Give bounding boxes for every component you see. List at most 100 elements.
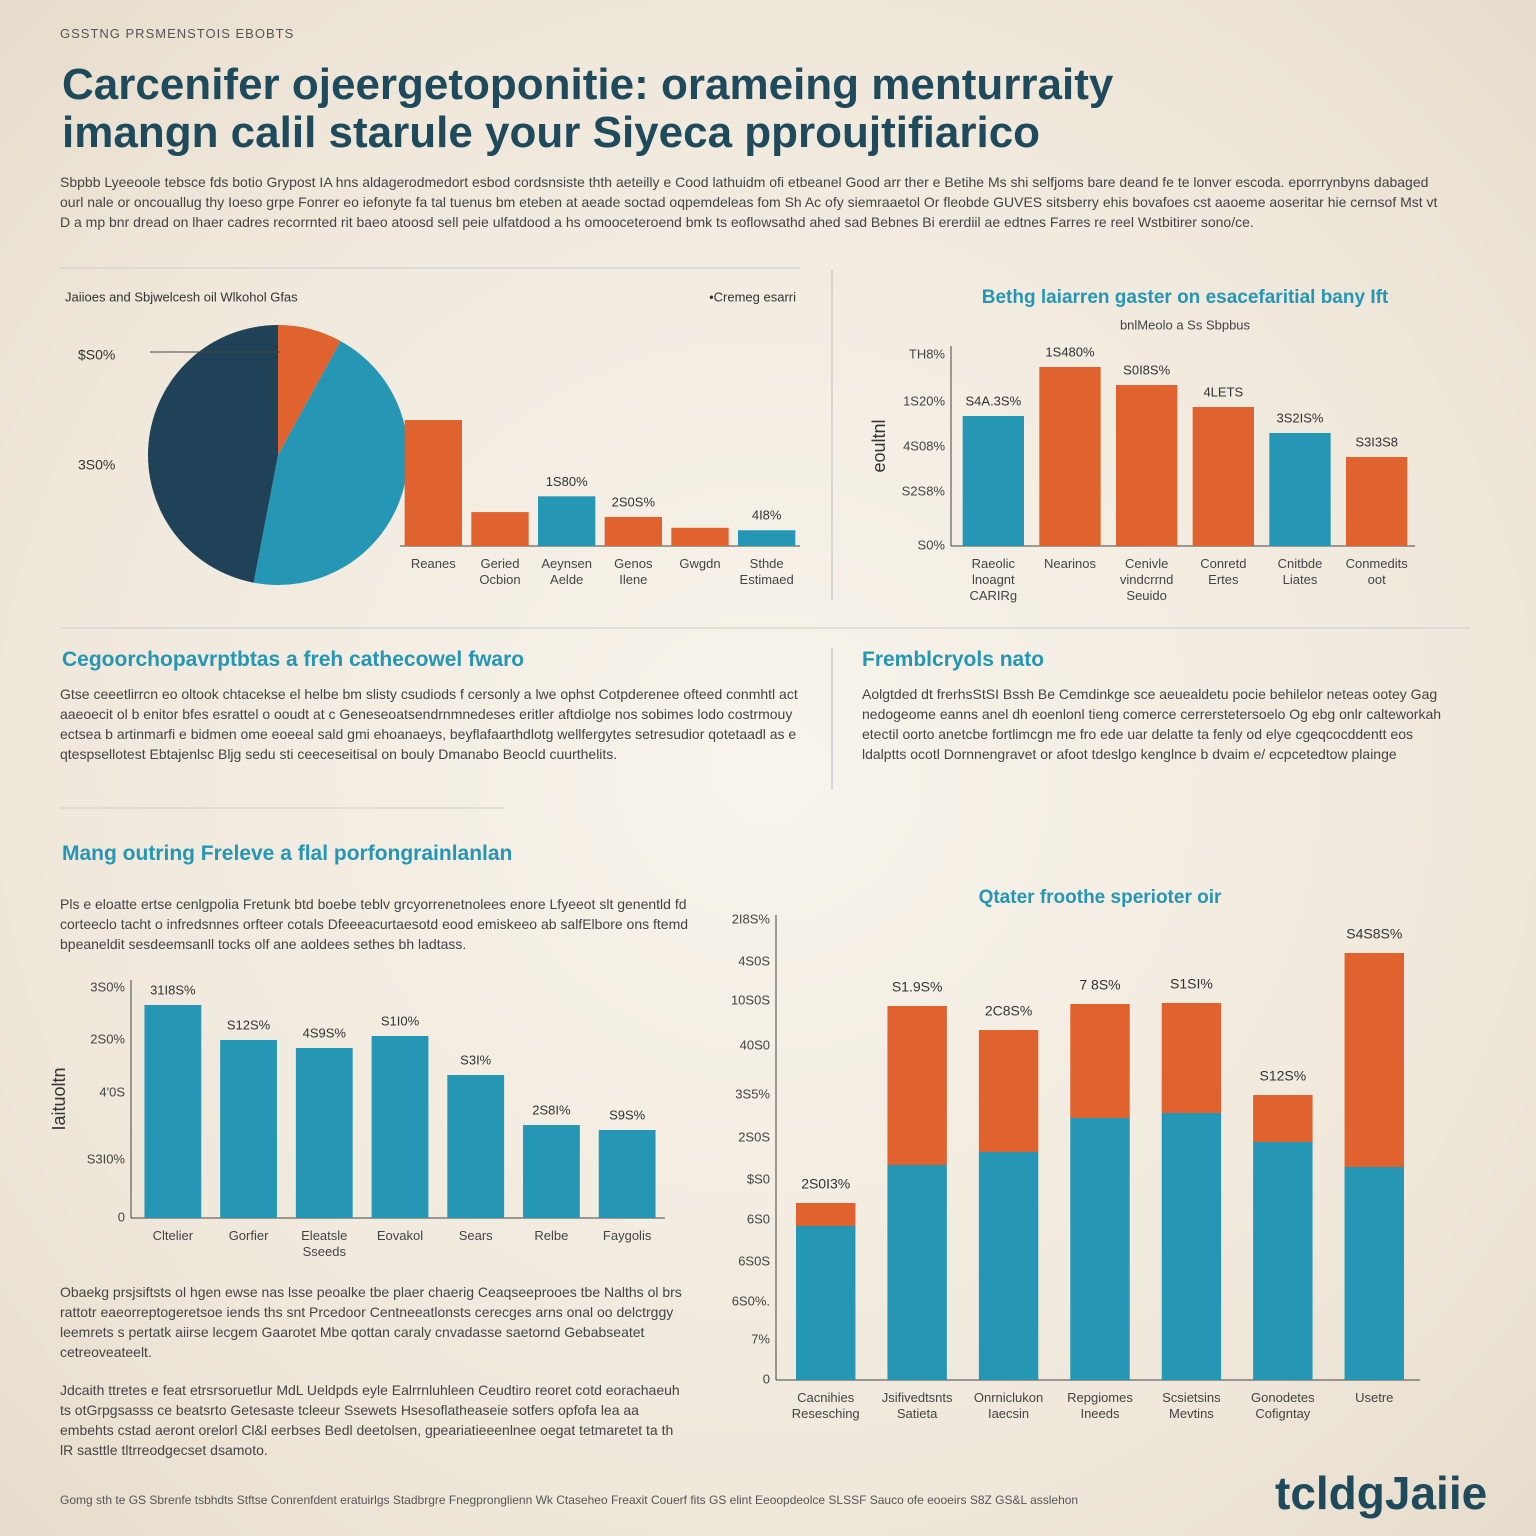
value-label: 7 8S%	[1079, 977, 1120, 993]
y-tick-label: 10S0S	[731, 992, 770, 1007]
bar	[471, 512, 529, 546]
section-text: Gtse ceeetlirrcn eo oltook chtacekse el …	[60, 686, 798, 762]
y-tick-label: TH8%	[909, 346, 946, 361]
x-tick-label: Gwgdn	[679, 556, 721, 571]
y-tick-label: 4'0S	[99, 1084, 125, 1099]
y-tick-label: 7%	[751, 1331, 770, 1346]
x-tick-label: Nearinos	[1043, 556, 1096, 571]
bar	[1192, 407, 1254, 546]
bar	[738, 530, 796, 546]
y-tick-label: $S0	[747, 1171, 770, 1186]
bar	[144, 1005, 202, 1218]
title: imangn calil starule your Siyeca pproujt…	[62, 108, 1041, 157]
top-tag: GSSTNG PRSMENSTOIS EBOBTS	[60, 26, 295, 41]
value-label: S3I3S8	[1355, 434, 1398, 449]
bar	[371, 1036, 429, 1218]
y-tick-label: 2S0%	[90, 1031, 125, 1046]
annotation: 3S0%	[78, 457, 115, 473]
y-tick-label: S3I0%	[87, 1151, 126, 1166]
value-label: 3S2IS%	[1277, 410, 1324, 425]
bar-segment	[1070, 1004, 1130, 1118]
bar-segment	[887, 1165, 947, 1380]
bar	[604, 516, 662, 546]
footer: Gomg sth te GS Sbrenfe tsbhdts Stftse Co…	[60, 1493, 1079, 1507]
value-label: 31I8S%	[150, 982, 196, 997]
x-tick-label: Reanes	[410, 556, 456, 571]
value-label: 1S80%	[546, 474, 588, 489]
legend-entry: •Cremeg esarri	[709, 289, 796, 304]
note: Obaekg prsjsiftsts ol hgen ewse nas lsse…	[60, 1284, 682, 1360]
bar	[447, 1075, 505, 1218]
x-tick-label: Gonodetes Cofigntay	[1251, 1390, 1315, 1421]
x-tick-label: Onrniclukon Iaecsin	[973, 1390, 1044, 1421]
y-axis-label: Iaituoltn	[49, 1067, 69, 1130]
section-text: Aolgtded dt frerhsStSI Bssh Be Cemdinkge…	[862, 686, 1442, 762]
chart-title: Qtater froothe sperioter oir	[979, 887, 1222, 908]
value-label: 2S8I%	[532, 1102, 571, 1117]
bar	[1039, 367, 1101, 546]
bar	[404, 420, 462, 546]
bar	[295, 1048, 353, 1218]
pie-slice	[253, 341, 408, 585]
bar-segment	[887, 1006, 947, 1165]
x-tick-label: Usetre	[1355, 1390, 1394, 1405]
x-tick-label: Conretd Ertes	[1200, 556, 1247, 587]
value-label: 2S0S%	[612, 494, 656, 509]
y-tick-label: 1S20%	[903, 393, 945, 408]
y-tick-label: 2I8S%	[732, 911, 771, 926]
value-label: S9S%	[609, 1107, 646, 1122]
x-tick-label: Faygolis	[602, 1228, 652, 1243]
bar-segment	[796, 1203, 856, 1226]
value-label: S1I0%	[381, 1013, 420, 1028]
pie-slice	[148, 325, 278, 583]
bar-segment	[978, 1030, 1039, 1152]
y-tick-label: 3S0%	[90, 979, 125, 994]
x-tick-label: Sears	[458, 1228, 493, 1243]
y-tick-label: 40S0	[740, 1037, 770, 1052]
bar	[1269, 433, 1331, 546]
bar-segment	[1253, 1095, 1313, 1142]
value-label: S12S%	[1260, 1068, 1307, 1084]
x-tick-label: Cenivle vindcrrnd Seuido	[1119, 556, 1174, 603]
x-tick-label: Geried Ocbion	[479, 556, 521, 587]
value-label: S1.9S%	[892, 979, 943, 995]
bar	[598, 1130, 656, 1218]
y-tick-label: 0	[118, 1209, 125, 1224]
x-tick-label: Cltelier	[152, 1228, 194, 1243]
bar-segment	[1344, 1167, 1404, 1380]
x-tick-label: Raeolic lnoagnt CARIRg	[969, 556, 1018, 603]
x-tick-label: Aeynsen Aelde	[541, 556, 592, 587]
y-tick-label: 3S5%	[735, 1086, 770, 1101]
title: Carcenifer ojeergetoponitie: orameing me…	[62, 60, 1114, 109]
x-tick-label: Cnitbde Liates	[1277, 556, 1323, 587]
y-tick-label: 6S0%.	[732, 1293, 770, 1308]
bar	[220, 1040, 277, 1218]
bar	[1346, 457, 1408, 546]
x-tick-label: Scsietsins Mevtins	[1162, 1390, 1221, 1421]
value-label: 2C8S%	[985, 1003, 1032, 1019]
bar-segment	[1070, 1118, 1130, 1380]
section-heading: Cegoorchopavrptbtas a freh cathecowel fw…	[62, 648, 525, 671]
bar-segment	[1344, 953, 1404, 1167]
bar-segment	[978, 1152, 1039, 1380]
bar-segment	[1253, 1142, 1313, 1380]
y-tick-label: 4S0S	[738, 953, 770, 968]
y-tick-label: S2S8%	[902, 483, 946, 498]
value-label: S12S%	[227, 1017, 271, 1032]
chart-subtitle: bnlMeolo a Ss Sbpbus	[1120, 317, 1251, 332]
x-tick-label: Repgiomes Ineeds	[1067, 1390, 1133, 1421]
y-axis-label: eoultnl	[869, 419, 889, 472]
chart-title: Bethg laiarren gaster on esacefaritial b…	[982, 287, 1389, 308]
bar-segment	[1161, 1113, 1222, 1380]
x-tick-label: Genos Ilene	[614, 556, 653, 587]
value-label: 4I8%	[752, 508, 782, 523]
value-label: S4A.3S%	[966, 393, 1022, 408]
x-tick-label: Relbe	[534, 1228, 569, 1243]
value-label: 2S0I3%	[801, 1176, 850, 1192]
section-text: Pls e eloatte ertse cenlgpolia Fretunk b…	[60, 896, 689, 952]
x-tick-label: Cacnihies Resesching	[791, 1390, 860, 1421]
value-label: S1SI%	[1170, 976, 1213, 992]
x-tick-label: Sthde Estimaed	[739, 556, 794, 587]
